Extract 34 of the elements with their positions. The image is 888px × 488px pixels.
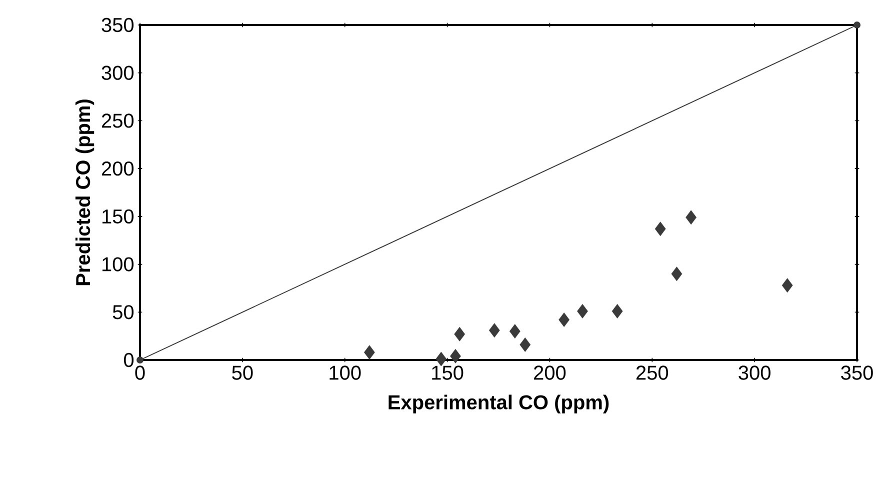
point	[782, 278, 793, 293]
point	[854, 22, 861, 29]
point	[558, 312, 570, 328]
point	[671, 266, 682, 282]
x-tick-label: 300	[738, 366, 770, 380]
y-tick-label: 350	[102, 18, 134, 32]
y-tick-label: 200	[102, 162, 134, 176]
x-tick-label: 350	[841, 366, 873, 380]
point	[612, 304, 623, 318]
point	[488, 323, 500, 338]
y-tick-label: 50	[112, 305, 134, 320]
y-tick-label: 250	[102, 114, 134, 128]
x-tick-label: 150	[432, 366, 464, 380]
point	[454, 326, 466, 342]
point	[364, 345, 375, 360]
y-axis-title: Predicted CO (ppm)	[75, 100, 94, 286]
y-tick-label: 150	[102, 209, 134, 224]
point	[686, 210, 697, 225]
y-tick-label: 100	[102, 257, 134, 272]
point	[654, 222, 666, 236]
y-tick-label: 300	[102, 66, 134, 80]
point	[436, 352, 447, 366]
point	[577, 304, 588, 318]
x-tick-label: 50	[232, 366, 253, 380]
y-tick-label: 0	[124, 352, 134, 368]
x-tick-label: 200	[534, 366, 566, 380]
x-axis-title: Experimental CO (ppm)	[388, 394, 609, 414]
x-tick-label: 100	[330, 366, 361, 380]
point	[450, 348, 461, 364]
x-tick-label: 250	[636, 366, 668, 380]
x-tick-label: 0	[135, 366, 145, 380]
point	[136, 356, 144, 364]
point	[520, 337, 531, 352]
point	[509, 324, 520, 338]
